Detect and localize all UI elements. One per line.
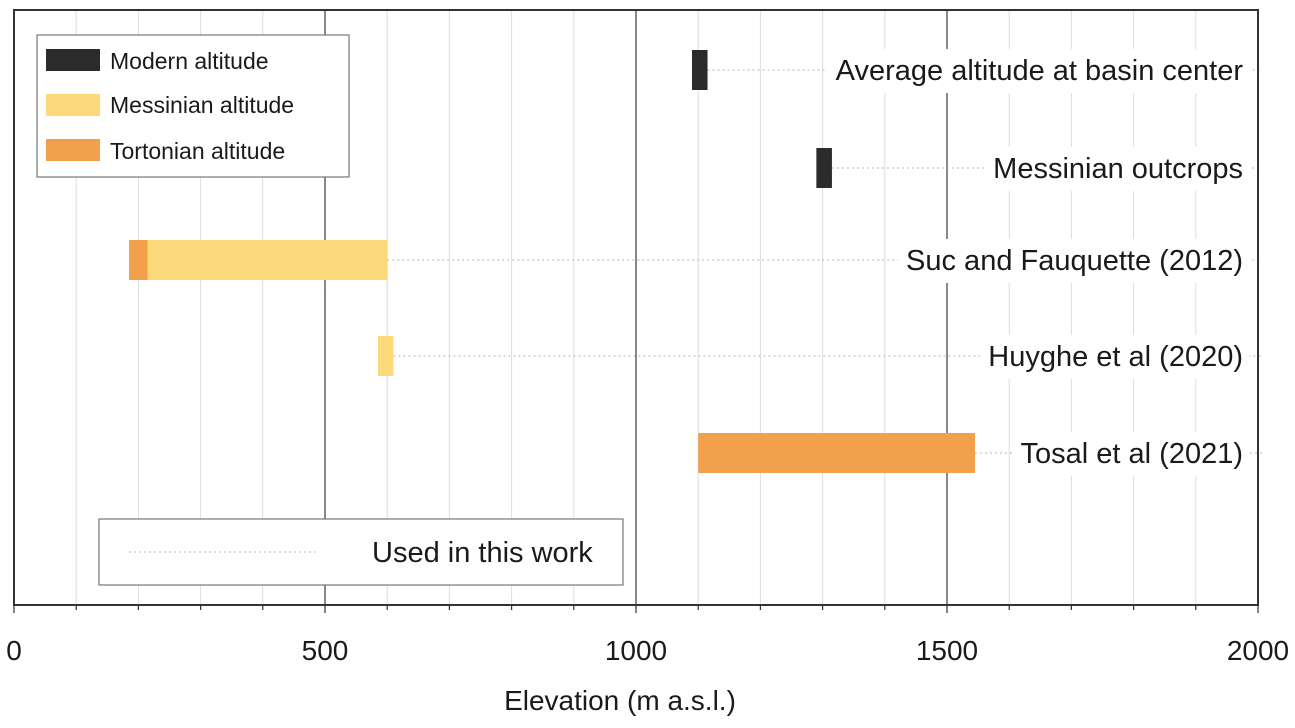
range-bar (691, 50, 708, 90)
range-bar (147, 240, 388, 280)
legend-swatch-messinian (46, 94, 100, 116)
grid-lines (75, 10, 1197, 605)
row-label-backing (985, 147, 1249, 191)
range-bar (377, 336, 394, 376)
legend-label-tortonian: Tortonian altitude (110, 138, 285, 164)
x-axis: 0 500 1000 1500 2000 (6, 605, 1289, 666)
legend-label-messinian: Messinian altitude (110, 92, 294, 118)
x-tick-label: 500 (302, 635, 349, 666)
row-label-backing (980, 335, 1249, 379)
used-in-this-work-frame (98, 518, 624, 586)
x-tick-label: 2000 (1227, 635, 1289, 666)
legend-swatch-modern (46, 49, 100, 71)
range-bar (816, 148, 832, 188)
x-tick-label: 1000 (605, 635, 667, 666)
legend: Modern altitude Messinian altitude Torto… (36, 34, 350, 178)
legend-swatch-tortonian (46, 139, 100, 161)
row-label: Messinian outcrops (993, 153, 1243, 185)
range-bar (698, 433, 975, 473)
row-label: Huyghe et al (2020) (988, 341, 1243, 373)
x-tick-label: 1500 (916, 635, 978, 666)
row-label-backing (827, 49, 1250, 93)
range-bar (129, 240, 148, 280)
x-tick-label: 0 (6, 635, 22, 666)
row-labels: Average altitude at basin center Messinia… (98, 49, 1262, 586)
legend-label-modern: Modern altitude (110, 48, 269, 74)
x-axis-label: Elevation (m a.s.l.) (504, 685, 736, 716)
row-label-backing (898, 239, 1249, 283)
range-bars (129, 50, 975, 572)
row-label: Average altitude at basin center (836, 55, 1244, 87)
row-label-backing (1012, 432, 1249, 476)
row-label: Suc and Fauquette (2012) (906, 245, 1243, 277)
row-label: Used in this work (372, 537, 593, 569)
row-label: Tosal et al (2021) (1021, 438, 1243, 470)
